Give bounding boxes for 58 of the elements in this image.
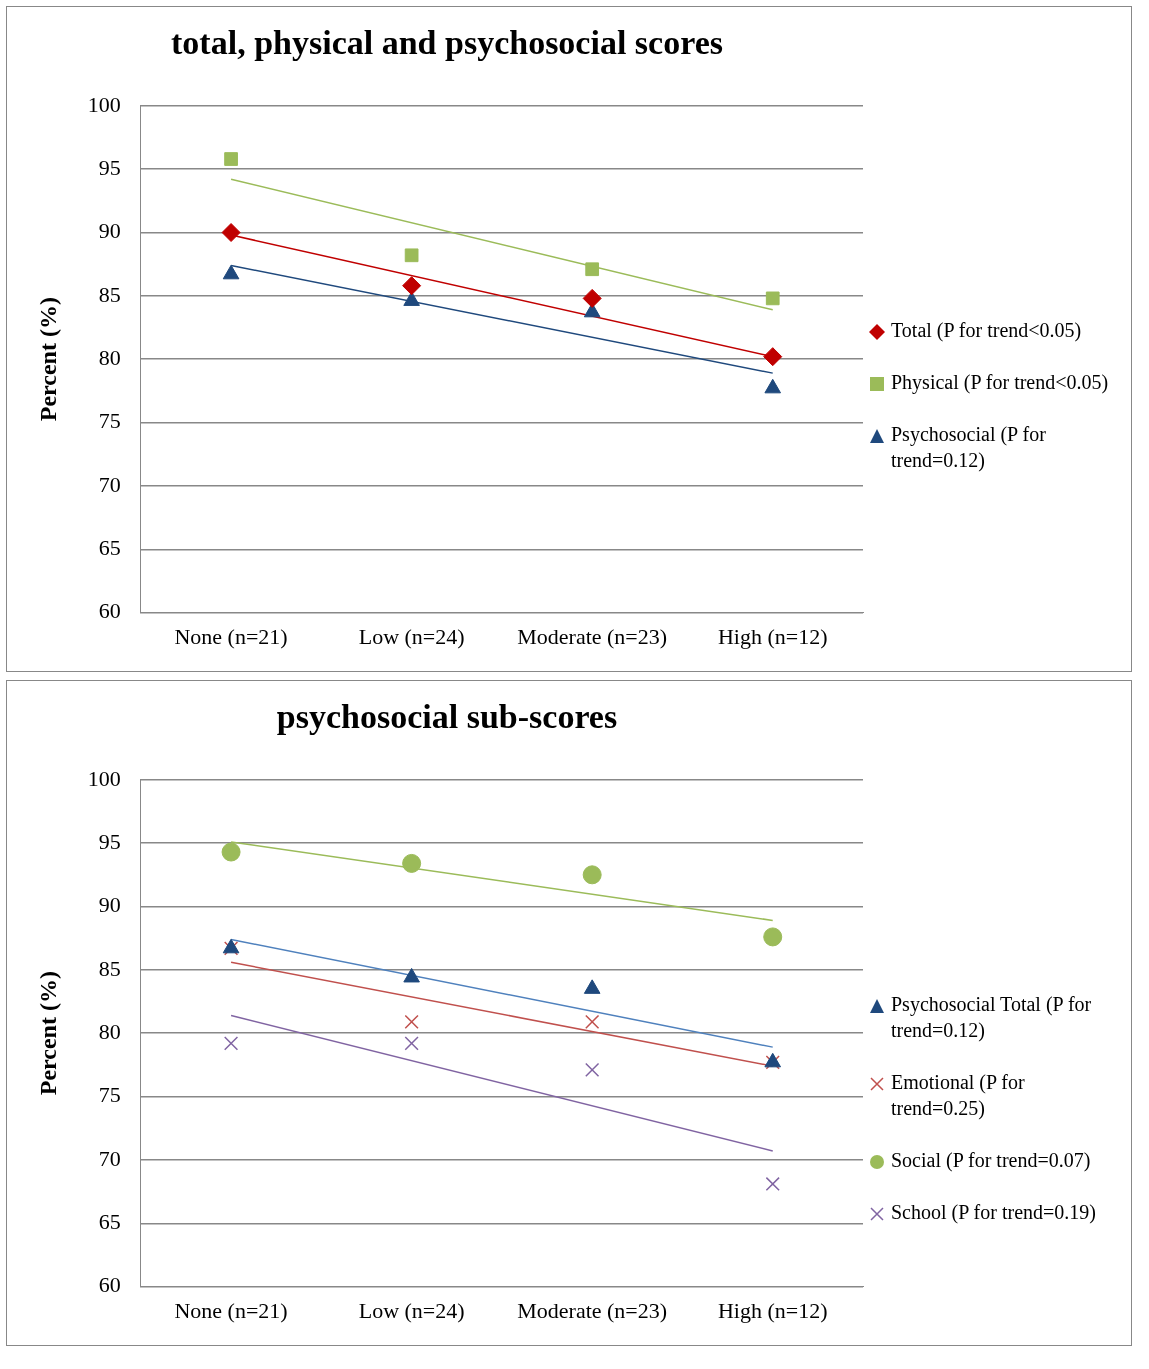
y-tick-label: 85 — [98, 955, 121, 981]
chart-title: psychosocial sub-scores — [276, 698, 618, 736]
point — [402, 276, 422, 296]
x-tick-label: High (n=12) — [717, 623, 828, 649]
y-tick-label: 90 — [98, 218, 121, 244]
point — [763, 347, 783, 367]
point — [763, 927, 783, 947]
legend-label: Social (P for trend=0.07) — [891, 1148, 1091, 1173]
y-tick-label: 95 — [98, 154, 121, 180]
point — [764, 378, 782, 394]
x-tick-label: Moderate (n=23) — [517, 1297, 668, 1323]
point — [404, 1036, 419, 1051]
point — [221, 842, 241, 862]
y-tick-label: 75 — [98, 408, 121, 434]
legend-label: School (P for trend=0.19) — [891, 1200, 1096, 1225]
legend-label: Psychosocial Total (P for trend=0.12) — [891, 992, 1093, 1043]
point — [404, 248, 419, 263]
y-tick-label: 100 — [87, 91, 121, 117]
y-tick-label: 60 — [98, 1272, 121, 1298]
legend-label: Psychosocial (P for trend=0.12) — [891, 422, 1047, 473]
y-tick-label: 60 — [98, 598, 121, 624]
point — [585, 262, 600, 277]
x-tick-label: None (n=21) — [174, 623, 288, 649]
y-tick-label: 80 — [98, 344, 121, 370]
y-tick-label: 70 — [98, 471, 121, 497]
point — [585, 1062, 600, 1078]
x-tick-label: Low (n=24) — [358, 1297, 465, 1323]
legend-label: Physical (P for trend<0.05) — [891, 370, 1109, 395]
y-tick-label: 65 — [98, 1209, 121, 1235]
x-tick-label: Moderate (n=23) — [517, 623, 668, 649]
legend-label: Total (P for trend<0.05) — [891, 318, 1082, 343]
chart-title: total, physical and psychosocial scores — [171, 24, 723, 62]
point — [403, 291, 420, 306]
y-axis-title: Percent (%) — [34, 297, 61, 422]
point — [223, 1036, 239, 1051]
y-tick-label: 100 — [87, 765, 121, 791]
legend-label: Emotional (P for trend=0.25) — [891, 1070, 1026, 1121]
y-tick-label: 90 — [98, 892, 121, 918]
y-tick-label: 65 — [98, 535, 121, 561]
point — [582, 288, 602, 308]
point — [765, 291, 780, 306]
point — [221, 223, 241, 242]
x-tick-label: Low (n=24) — [358, 623, 465, 649]
y-tick-label: 95 — [98, 828, 121, 854]
y-tick-label: 80 — [98, 1018, 121, 1044]
x-tick-label: High (n=12) — [717, 1297, 828, 1323]
point — [224, 152, 238, 166]
point — [402, 853, 422, 873]
point — [404, 1014, 419, 1029]
y-axis-title: Percent (%) — [34, 971, 61, 1096]
y-tick-label: 70 — [98, 1145, 121, 1171]
y-tick-label: 85 — [98, 281, 121, 307]
point — [222, 264, 240, 280]
point — [582, 865, 602, 885]
y-tick-label: 75 — [98, 1082, 121, 1108]
point — [765, 1176, 780, 1192]
point — [585, 1014, 600, 1029]
x-tick-label: None (n=21) — [174, 1297, 288, 1323]
